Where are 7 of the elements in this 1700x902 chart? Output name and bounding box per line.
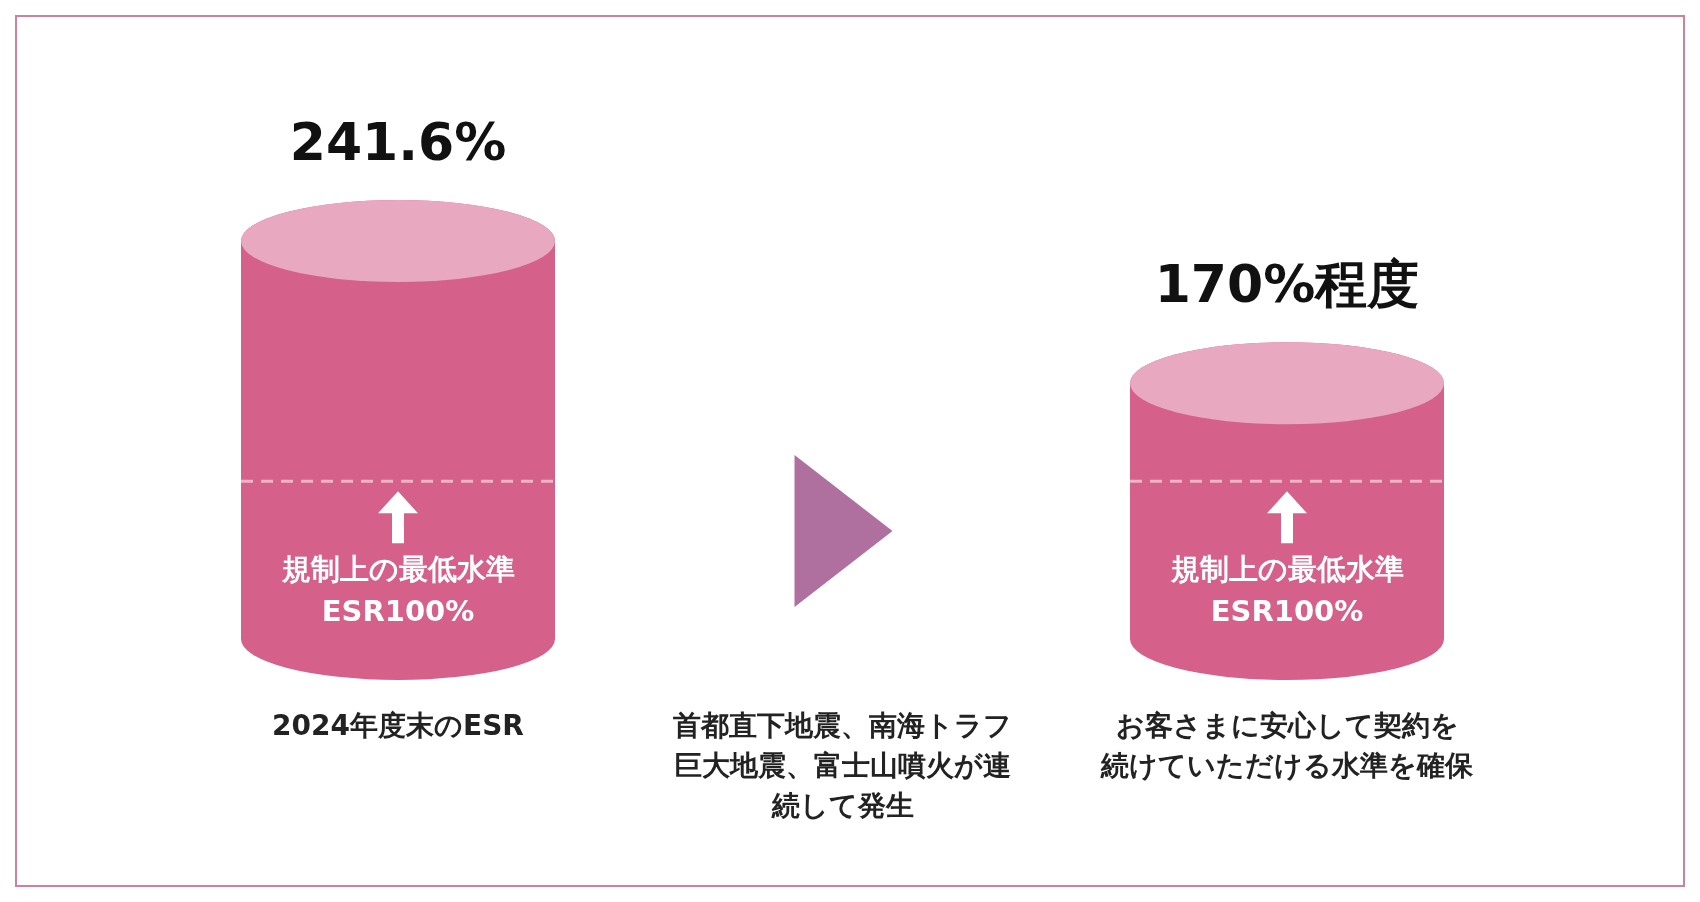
ref-line-label: 規制上の最低水準 ESR100% (280, 552, 515, 629)
x-tick-label: お客さまに安心して契約を続けていただける水準を確保 (1100, 709, 1474, 782)
text: 規制上の最低水準 ESR100% (1170, 552, 1404, 629)
text: 首都直下地震、南海トラフ巨大地震、富士山噴火が連続して発生 (672, 709, 1012, 822)
data-label: 170%程度 (1154, 254, 1420, 315)
data-label: 241.6% (289, 112, 507, 172)
x-tick-label: 2024年度末のESR (272, 709, 524, 742)
